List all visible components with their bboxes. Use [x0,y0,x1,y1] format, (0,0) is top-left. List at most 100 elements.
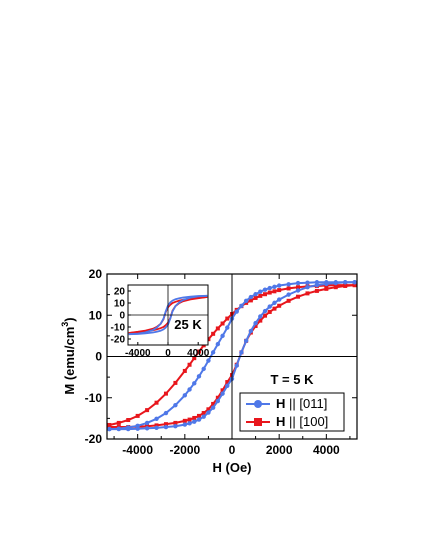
data-point [135,413,140,418]
x-tick-label: -2000 [169,443,200,457]
data-point [201,414,206,419]
y-tick-label: 10 [89,308,103,322]
y-tick-label: 20 [89,267,103,281]
data-point [343,283,348,288]
data-point [187,387,192,392]
data-point [211,401,216,406]
data-point [258,293,263,298]
inset-y-tick-label: 10 [114,299,126,310]
y-tick-label: -20 [85,432,103,446]
data-point [277,303,282,308]
data-point [187,362,192,367]
data-point [196,374,202,379]
data-point [295,280,301,286]
data-point [234,363,239,368]
inset-y-tick-label: 0 [119,311,125,322]
data-point [182,393,188,398]
data-point [107,426,112,432]
data-point [324,281,329,287]
data-point [116,426,121,432]
data-point [215,341,221,347]
data-point [286,286,291,291]
data-point [305,280,310,285]
data-point [126,418,131,423]
data-point [144,426,150,431]
legend-label-100-bold: H [276,414,285,429]
data-point [182,368,187,373]
data-point [333,285,338,290]
x-tick-label: 0 [229,443,236,457]
inset-x-tick-label: 4000 [187,348,210,359]
data-point [225,325,230,330]
data-point [276,297,282,302]
data-point [192,356,197,361]
legend: H || [011] H || [100] [239,392,345,432]
data-point [144,420,150,426]
data-point [215,398,221,404]
y-axis-label-close: ) [62,317,77,321]
x-tick-label: 2000 [266,443,293,457]
data-point [196,349,201,354]
data-point [267,285,272,291]
data-point [206,407,211,412]
data-point [267,290,272,295]
data-point [196,413,201,418]
data-point [225,383,230,388]
data-point [163,424,169,430]
data-point [295,288,301,293]
data-point [182,422,188,427]
data-point [126,426,131,432]
data-point [173,424,178,429]
y-axis-label-main: M (emu/cm [62,327,77,395]
data-point [277,288,282,293]
x-axis-label: H (Oe) [213,460,252,475]
data-point [234,309,239,314]
temperature-annotation: T = 5 K [271,372,315,387]
data-point [258,289,263,294]
x-tick-label: -4000 [122,443,153,457]
data-point [272,284,277,289]
data-point [248,298,253,303]
data-point [258,314,263,319]
data-point [201,411,206,416]
data-point [187,421,192,426]
main-plot-frame [106,273,358,440]
legend-marker-circle [254,400,262,408]
data-point [107,422,112,427]
y-axis-label: M (emu/cm3) [60,317,77,394]
data-point [116,420,121,425]
data-point [211,331,216,336]
legend-label-011-bold: H [276,396,285,411]
data-point [296,285,301,290]
data-point [263,313,268,318]
data-point [220,333,225,339]
data-point [272,289,277,294]
legend-label-100: H || [100] [276,414,328,429]
data-point [196,417,202,422]
legend-entry-100: H || [100] [246,414,328,429]
data-point [192,419,197,424]
data-point [220,388,225,393]
data-point [225,380,230,385]
data-point [286,282,291,287]
data-point [206,358,211,363]
data-point [173,420,178,425]
legend-label-011-rest: || [011] [285,396,327,411]
data-point [135,426,140,431]
data-point [192,415,197,420]
data-point [272,300,277,306]
x-tick-label: 4000 [313,443,340,457]
data-point [163,410,169,416]
data-point [225,316,230,321]
data-point [220,321,225,326]
data-point [324,286,329,291]
data-point [276,283,282,288]
inset-x-tick-label: 0 [165,348,171,359]
data-point [215,395,220,400]
data-point [239,350,244,355]
data-point [258,318,263,323]
data-point [163,391,168,396]
